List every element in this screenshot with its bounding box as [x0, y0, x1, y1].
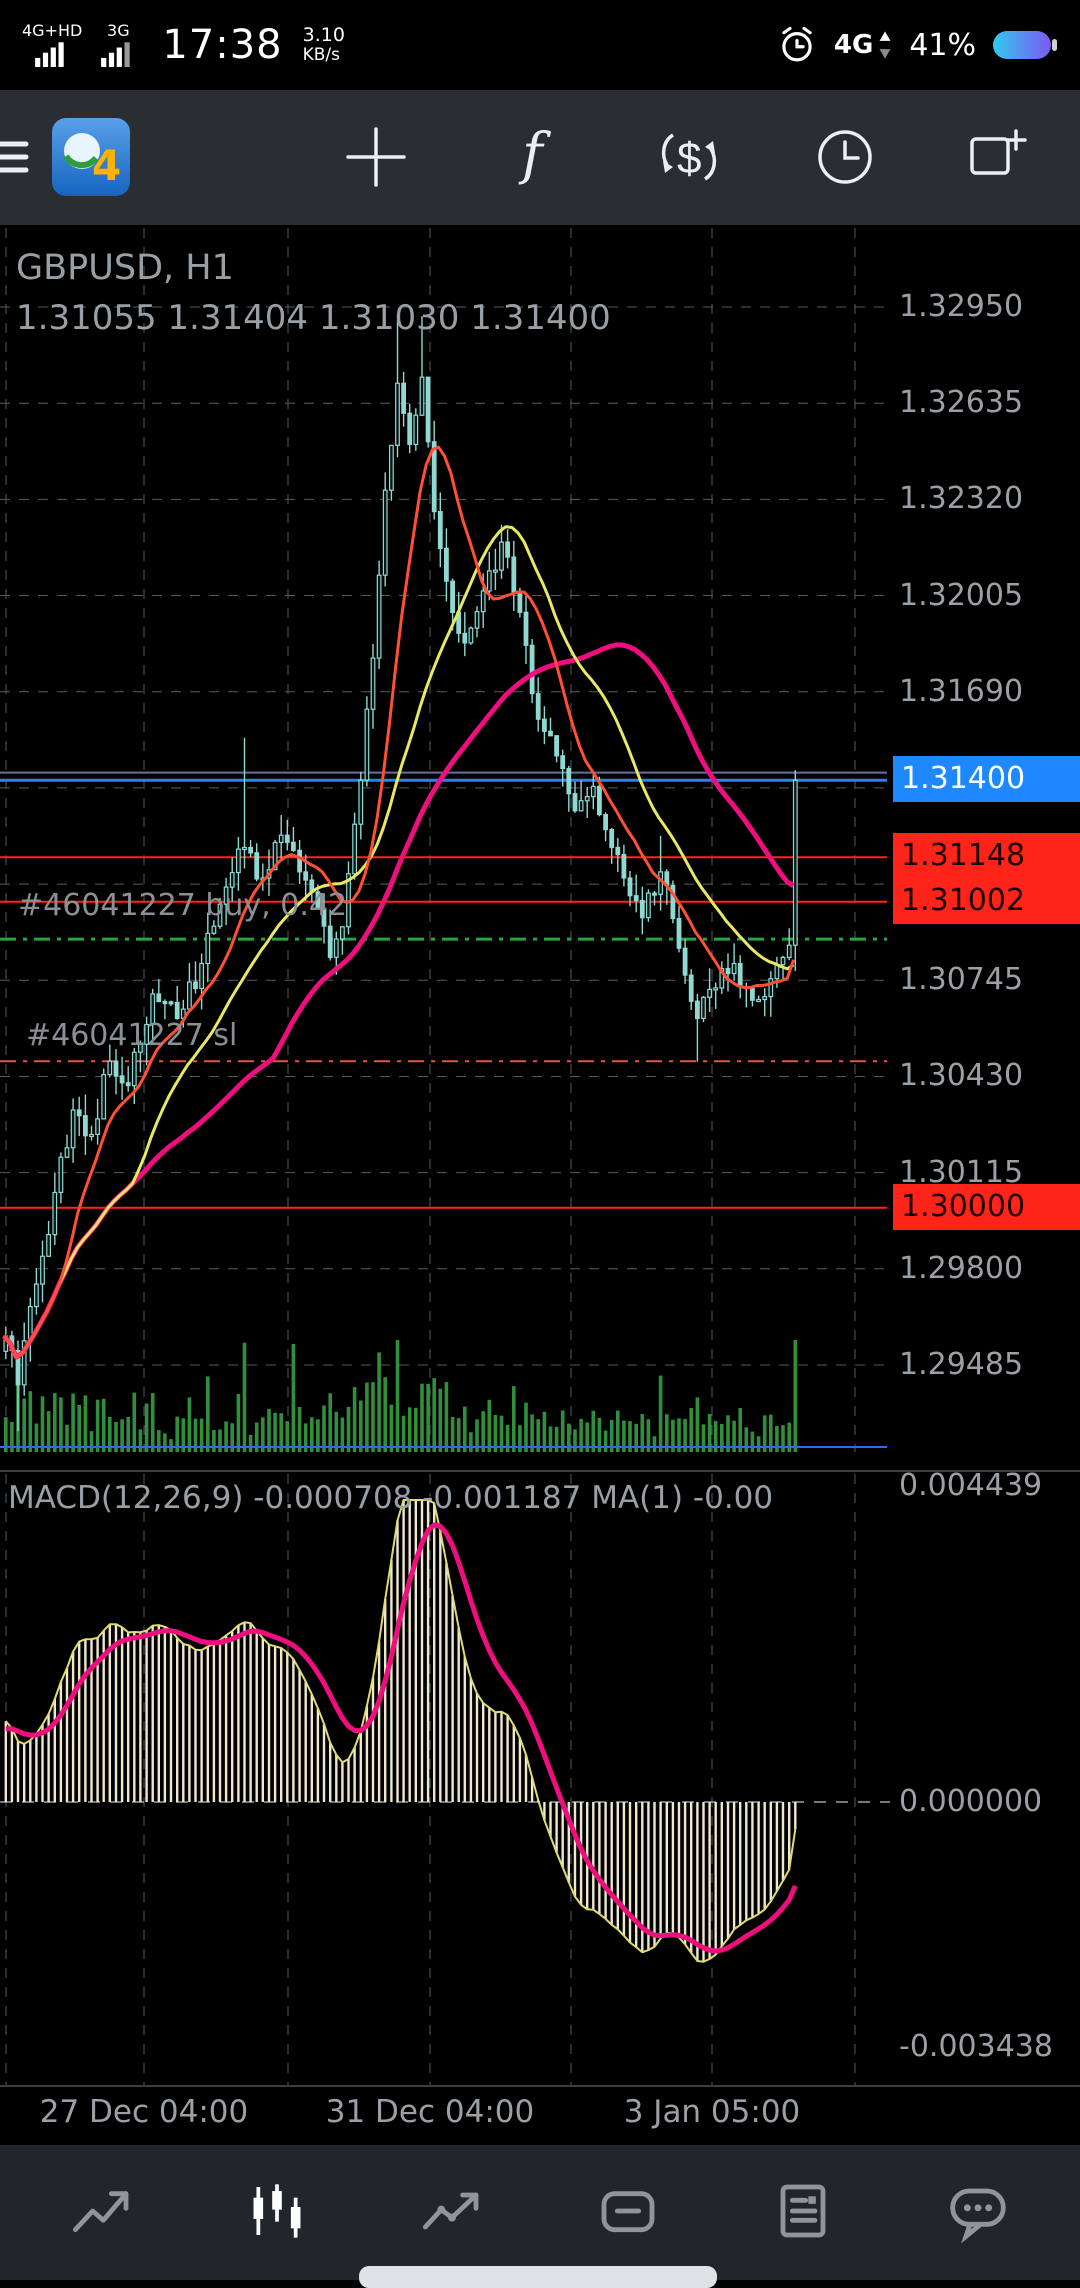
speed-value: 3.10: [302, 24, 345, 47]
nav-news[interactable]: [763, 2173, 843, 2253]
battery-percent: 41%: [909, 27, 976, 63]
objects-trade-icon[interactable]: $: [653, 121, 725, 193]
new-chart-icon[interactable]: [964, 121, 1036, 193]
price-axis-label: 1.29485: [899, 1347, 1024, 1382]
price-axis-label: 1.31690: [899, 674, 1024, 709]
speed-unit: KB/s: [302, 45, 341, 66]
price-badge: 1.30000: [893, 1184, 1080, 1230]
carrier1-label: 4G+HD: [22, 21, 83, 40]
updown-arrows-icon: [879, 31, 891, 59]
trend-up-icon: [72, 2191, 129, 2233]
bottom-nav: [0, 2145, 1080, 2280]
gesture-pill: [359, 2266, 717, 2288]
candlestick-chart-icon: [253, 2184, 301, 2238]
mobile-data-icon: 4G: [834, 30, 893, 60]
buy-position-label: #46041227 buy, 0.42: [18, 888, 348, 923]
signal-bars-icon: [35, 42, 64, 67]
price-axis: 1.32950 1.32635 1.32320 1.32005 1.31690 1.307…: [893, 0, 1080, 2280]
signal-indicator-sim2: 3G: [98, 23, 138, 67]
price-axis-label: 1.32320: [899, 481, 1024, 516]
crosshair-icon[interactable]: [340, 121, 412, 193]
line-chart-icon: [423, 2192, 479, 2230]
menu-icon[interactable]: [0, 130, 30, 184]
macd-header: MACD(12,26,9) -0.000708 -0.001187 MA(1) …: [8, 1480, 774, 1516]
price-badge: 1.31400: [893, 756, 1080, 802]
price-axis-label: 1.32635: [899, 385, 1024, 420]
price-axis-label: -0.003438: [899, 2029, 1053, 2064]
nav-chat[interactable]: [938, 2173, 1018, 2253]
carrier2-label: 3G: [107, 21, 130, 40]
nav-trade[interactable]: [412, 2173, 492, 2253]
signal-indicator-sim1: 4G+HD: [22, 23, 82, 67]
price-axis-label: 1.32005: [899, 578, 1024, 613]
indicators-icon[interactable]: f: [496, 121, 568, 193]
mailbox-icon: [601, 2191, 655, 2233]
price-axis-label: 0.004439: [899, 1468, 1043, 1503]
price-axis-label: 1.32950: [899, 289, 1024, 324]
dollar-glyph: $: [677, 134, 701, 183]
time-axis: 27 Dec 04:00 31 Dec 04:00 3 Jan 05:00: [0, 2094, 1080, 2142]
news-icon: [780, 2184, 826, 2238]
nav-charts[interactable]: [237, 2173, 317, 2253]
toolbar: 4 f $: [0, 90, 1080, 225]
stoploss-label: #46041227 sl: [26, 1018, 238, 1053]
chat-icon: [950, 2188, 1007, 2244]
time-axis-label: 31 Dec 04:00: [325, 2094, 535, 2130]
battery-icon: [993, 31, 1057, 59]
nav-quotes[interactable]: [62, 2173, 142, 2253]
signal-bars-icon: [101, 42, 131, 67]
network-speed: 3.10 KB/s: [303, 25, 345, 65]
status-time: 17:38: [162, 22, 283, 68]
time-axis-label: 3 Jan 05:00: [623, 2094, 801, 2130]
ohlc-values: 1.31055 1.31404 1.31030 1.31400: [16, 298, 611, 338]
price-axis-label: 1.30745: [899, 962, 1024, 997]
price-axis-label: 1.29800: [899, 1251, 1024, 1286]
net-type-label: 4G: [833, 30, 874, 60]
price-axis-label: 1.30430: [899, 1058, 1024, 1093]
timeframe-icon[interactable]: [809, 121, 881, 193]
f-glyph: f: [518, 122, 552, 187]
logo-digit: 4: [92, 141, 121, 190]
price-badge: 1.31002: [893, 878, 1080, 924]
symbol-period-label: GBPUSD, H1: [16, 248, 234, 288]
status-bar: 4G+HD 3G 17:38 3.10 KB/s 4G: [0, 0, 1080, 90]
time-axis-label: 27 Dec 04:00: [39, 2094, 249, 2130]
alarm-icon: [782, 26, 812, 62]
mt4-logo[interactable]: 4: [52, 118, 130, 196]
price-badge: 1.31148: [893, 833, 1080, 879]
nav-mailbox[interactable]: [588, 2173, 668, 2253]
price-axis-label: 0.000000: [899, 1784, 1043, 1819]
